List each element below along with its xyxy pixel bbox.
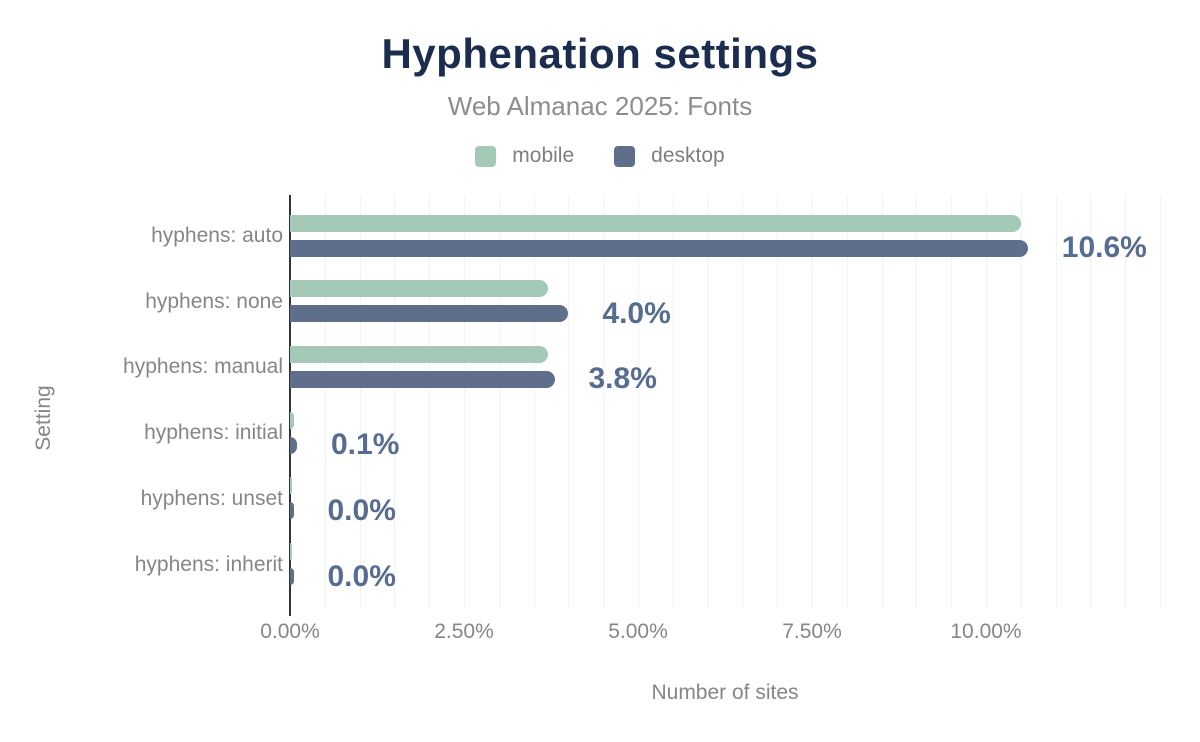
x-tick-label: 10.00%	[950, 620, 1022, 643]
category-label: hyphens: inherit	[134, 552, 283, 576]
x-axis-title: Number of sites	[651, 681, 799, 704]
category-label: hyphens: auto	[151, 224, 283, 247]
bar-mobile	[290, 280, 548, 298]
bar-desktop	[290, 568, 294, 585]
gridline	[986, 195, 987, 608]
gridline	[638, 195, 639, 608]
value-label: 10.6%	[1061, 231, 1147, 264]
category-label: hyphens: manual	[123, 355, 283, 379]
bar-mobile	[290, 477, 293, 495]
category-label: hyphens: unset	[140, 486, 283, 510]
y-axis-line	[289, 195, 291, 608]
y-axis-title: Setting	[32, 385, 55, 451]
plot-area: hyphens: auto 10.6% hyphens: none 4.0% hyphe…	[123, 195, 1161, 643]
bar-desktop	[290, 436, 297, 454]
x-tick-label: 0.00%	[260, 620, 320, 643]
value-label: 0.0%	[327, 493, 396, 527]
gridline	[1160, 195, 1161, 608]
gridline	[324, 195, 326, 608]
value-label: 0.0%	[327, 559, 396, 593]
gridline	[742, 195, 744, 608]
legend-item-desktop[interactable]: desktop	[614, 144, 725, 168]
bar-mobile	[290, 411, 295, 429]
desktop-swatch-icon	[614, 145, 636, 167]
legend-label-desktop: desktop	[651, 144, 725, 167]
value-label: 3.8%	[588, 362, 657, 396]
legend-label-mobile: mobile	[512, 144, 575, 167]
gridline	[359, 195, 361, 608]
gridline	[777, 195, 779, 608]
mobile-swatch-icon	[475, 145, 497, 167]
bar-mobile	[290, 543, 293, 560]
chart-subtitle: Web Almanac 2025: Fonts	[447, 91, 753, 121]
gridline	[916, 195, 918, 608]
chart-title: Hyphenation settings	[381, 30, 819, 77]
x-tick-label: 7.50%	[782, 620, 842, 643]
value-label: 4.0%	[602, 296, 671, 330]
bar-desktop	[290, 239, 1028, 257]
gridline	[951, 195, 953, 608]
gridline	[394, 195, 396, 608]
value-label: 0.1%	[331, 428, 400, 462]
gridline	[812, 195, 813, 608]
gridline	[672, 195, 674, 608]
bar-mobile	[290, 345, 548, 363]
x-tick-label: 2.50%	[434, 620, 494, 643]
bar-desktop	[290, 370, 555, 388]
gridline	[1020, 195, 1022, 608]
gridline	[568, 195, 570, 608]
bar-desktop	[290, 502, 294, 520]
gridline	[1055, 195, 1057, 608]
x-axis-zero-tick	[289, 608, 291, 616]
legend: mobile desktop	[0, 144, 1200, 168]
gridline	[1125, 195, 1127, 608]
gridline	[603, 195, 605, 608]
gridline	[498, 195, 500, 608]
gridline	[533, 195, 535, 608]
bar-mobile	[290, 214, 1021, 232]
x-tick-label: 5.00%	[608, 620, 668, 643]
gridline	[464, 195, 465, 608]
category-label: hyphens: none	[145, 289, 283, 313]
gridline	[881, 195, 883, 608]
gridline	[1090, 195, 1092, 608]
bar-desktop	[290, 305, 569, 323]
category-label: hyphens: initial	[144, 421, 283, 445]
gridline	[707, 195, 709, 608]
gridline	[429, 195, 431, 608]
gridline	[846, 195, 848, 608]
legend-item-mobile[interactable]: mobile	[475, 144, 574, 168]
